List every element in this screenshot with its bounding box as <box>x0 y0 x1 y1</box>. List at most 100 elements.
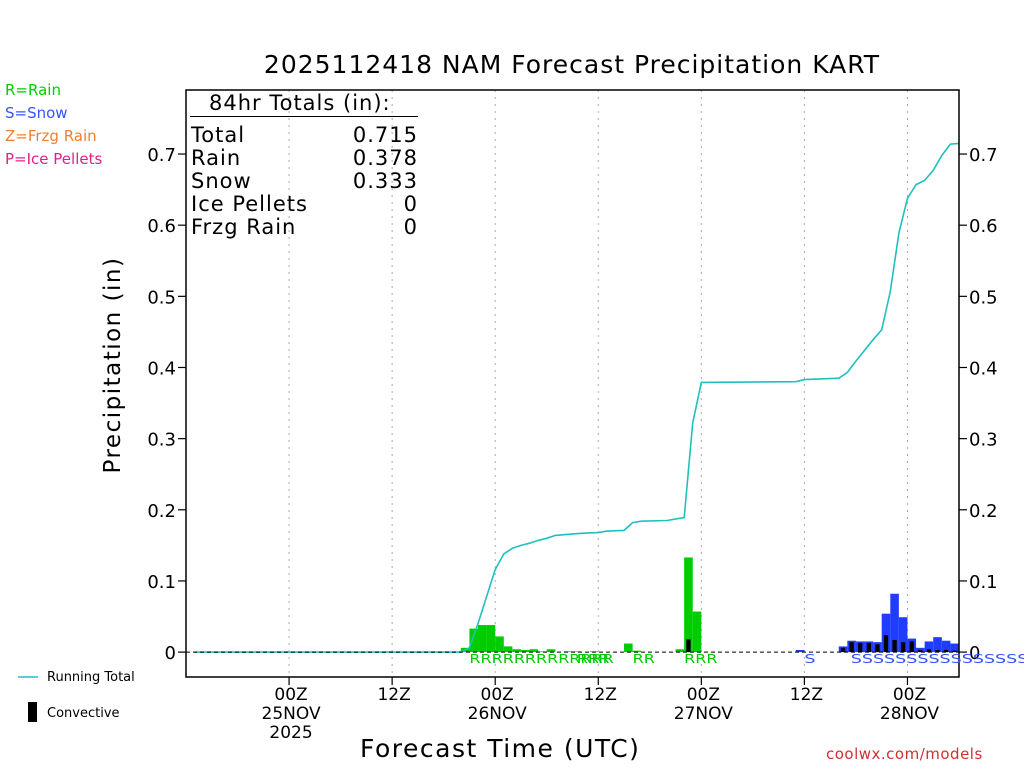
precip-type-legend-item: R=Rain <box>5 81 61 99</box>
credit-link[interactable]: coolwx.com/models <box>826 745 983 763</box>
y-tick-label-right: 0 <box>969 643 980 664</box>
precip-type-legend-item: Z=Frzg Rain <box>5 127 97 145</box>
convective-bar <box>849 642 854 653</box>
totals-row-value: 0 <box>403 215 418 239</box>
running-total-line <box>194 142 960 653</box>
totals-row-value: 0.378 <box>352 146 418 170</box>
precip-type-code: S <box>804 651 815 666</box>
precip-type-code: RRRRRRRRRRRRR <box>469 651 614 666</box>
totals-row-label: Frzg Rain <box>191 215 297 239</box>
precip-type-code: SSSSSSSSSSSSSSSS <box>851 651 1024 666</box>
precip-bar <box>795 649 805 653</box>
y-tick-label-left: 0.2 <box>147 501 176 522</box>
totals-row-label: Snow <box>191 169 252 193</box>
running-total-label: Running Total <box>47 670 135 685</box>
convective-bar <box>858 642 863 653</box>
precip-type-code: RRR <box>684 651 718 666</box>
y-tick-label-right: 0.1 <box>969 572 998 593</box>
precip-bar <box>941 640 951 653</box>
precip-bar <box>675 649 685 653</box>
precip-bar <box>933 637 942 653</box>
y-tick-label-left: 0.1 <box>147 572 176 593</box>
precip-type-legend-item: S=Snow <box>5 104 68 122</box>
x-axis-title: Forecast Time (UTC) <box>360 734 641 763</box>
precip-type-code: RR <box>577 651 600 666</box>
totals-row-label: Rain <box>191 146 242 170</box>
precip-bar <box>520 649 530 653</box>
plot-frame <box>185 89 960 678</box>
x-tick-label: 27NOV <box>674 704 733 724</box>
x-tick-label: 12Z <box>377 685 410 705</box>
totals-row-value: 0.333 <box>352 169 418 193</box>
y-tick-label-left: 0 <box>165 643 176 664</box>
convective-bar <box>892 640 897 653</box>
precip-bar <box>546 649 556 653</box>
precip-bar <box>495 636 504 653</box>
totals-row-label: Ice Pellets <box>191 192 308 216</box>
totals-row-label: Total <box>191 123 246 147</box>
precip-bar <box>529 649 539 653</box>
precip-bar <box>563 651 573 653</box>
axes-group: 0 00.1 0.10.2 0.20.3 0.30.4 0.40.5 0.50.6 0.60.… <box>147 89 998 743</box>
precip-bar <box>572 651 582 653</box>
y-tick-label-right: 0.5 <box>969 287 998 308</box>
precip-bar <box>469 628 479 653</box>
x-tick-label: 12Z <box>790 685 823 705</box>
x-tick-label: 00Z <box>274 685 307 705</box>
x-tick-label: 25NOV <box>262 704 321 724</box>
convective-bar <box>943 649 949 653</box>
precip-bar <box>692 611 702 653</box>
y-tick-label-right: 0.6 <box>969 216 998 237</box>
convective-bar <box>883 635 889 653</box>
precip-bar <box>890 593 899 653</box>
precip-bar <box>950 643 959 653</box>
precip-bar <box>632 650 642 653</box>
totals-header: 84hr Totals (in): <box>209 91 391 115</box>
convective-bar <box>866 642 871 653</box>
y-tick-label-left: 0.7 <box>147 145 176 166</box>
convective-label: Convective <box>47 706 120 721</box>
precip-bar <box>898 617 908 653</box>
y-tick-label-left: 0.6 <box>147 216 176 237</box>
x-tick-label: 12Z <box>584 685 617 705</box>
y-tick-label-left: 0.3 <box>147 430 176 451</box>
precip-bar <box>478 625 487 653</box>
bars-group <box>460 557 959 653</box>
totals-row-value: 0 <box>403 192 418 216</box>
convective-bar <box>901 642 906 653</box>
convective-bar <box>918 649 923 653</box>
x-tick-label: 28NOV <box>880 704 939 724</box>
running-total-group <box>194 142 960 653</box>
x-tick-label: 00Z <box>687 685 720 705</box>
y-tick-label-right: 0.4 <box>969 358 998 379</box>
totals-header-underline <box>190 116 418 117</box>
bottom-legend <box>18 676 38 722</box>
y-tick-label-right: 0.2 <box>969 501 998 522</box>
convective-swatch <box>28 702 37 722</box>
totals-row-value: 0.715 <box>352 123 418 147</box>
y-tick-label-right: 0.3 <box>969 430 998 451</box>
x-tick-label: 2025 <box>269 723 312 743</box>
convective-bar <box>935 649 940 653</box>
precip-bar <box>503 646 513 653</box>
convective-bar <box>875 644 880 653</box>
precip-bar <box>538 651 547 653</box>
convective-bar <box>840 647 846 653</box>
y-tick-label-left: 0.4 <box>147 358 176 379</box>
precip-bar <box>512 649 521 653</box>
precip-bar <box>486 625 496 653</box>
precip-bar <box>684 557 693 653</box>
x-tick-label: 00Z <box>481 685 514 705</box>
precip-type-code: R <box>598 651 609 666</box>
precip-type-code: RR <box>633 651 656 666</box>
x-tick-label: 26NOV <box>468 704 527 724</box>
y-tick-label-right: 0.7 <box>969 145 998 166</box>
convective-bar <box>926 649 932 653</box>
convective-bar <box>909 641 914 653</box>
x-tick-label: 00Z <box>893 685 926 705</box>
precip-bar <box>924 641 934 653</box>
convective-bar <box>952 650 957 653</box>
precip-bar <box>624 643 633 653</box>
